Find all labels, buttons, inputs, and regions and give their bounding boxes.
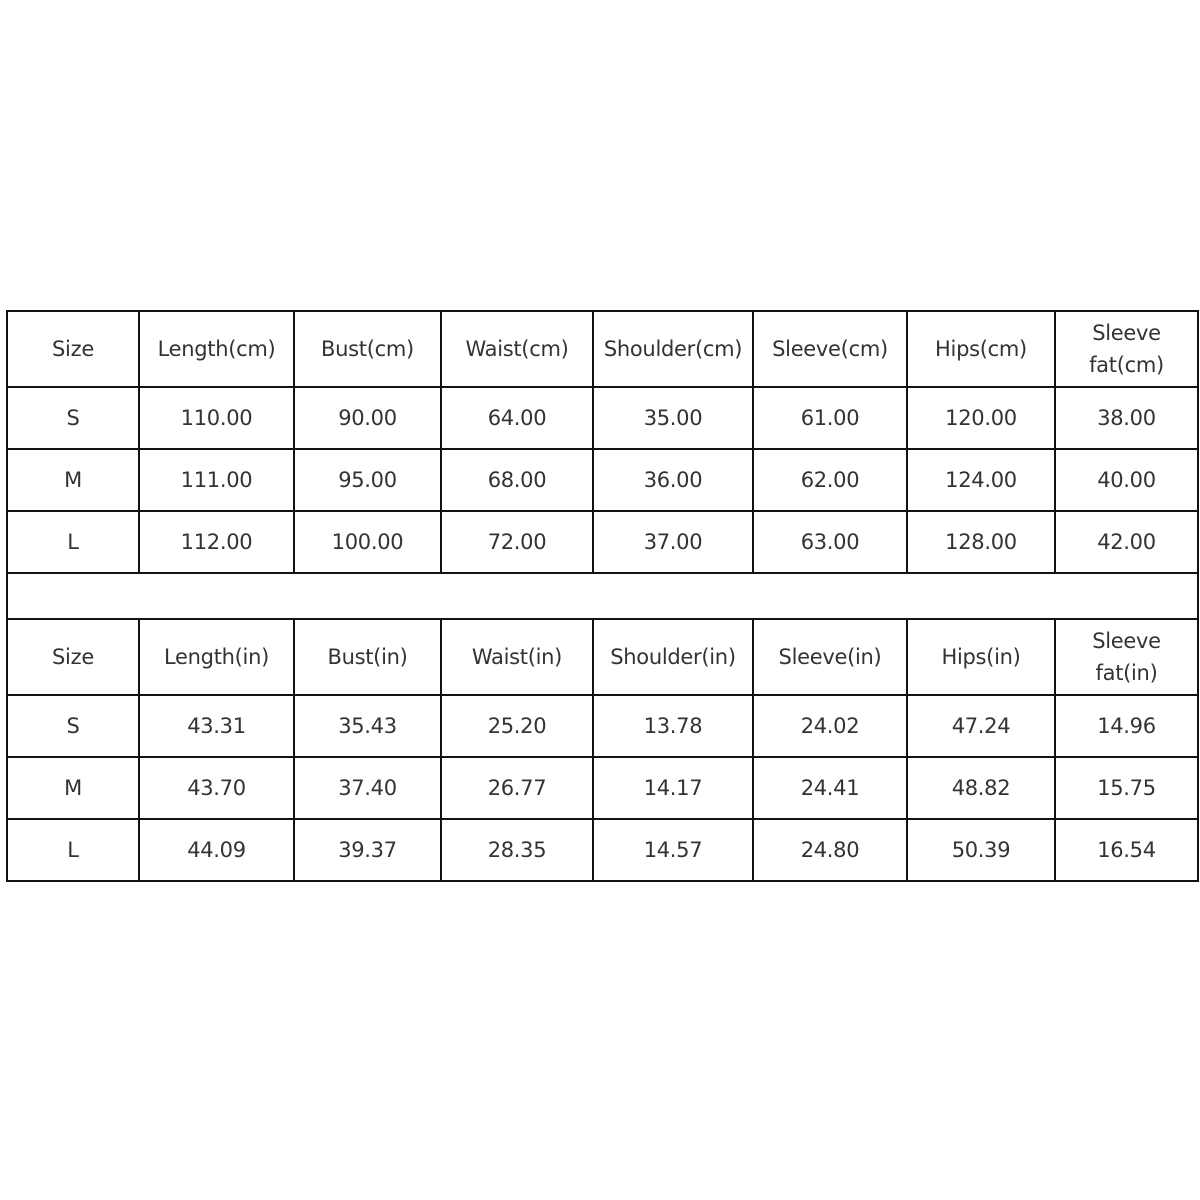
table-cell: 14.96 <box>1054 694 1199 758</box>
header-cell: Shoulder(in) <box>592 618 754 696</box>
table-cell: 35.00 <box>592 386 754 450</box>
table-cell: 128.00 <box>906 510 1056 574</box>
table-cell: 15.75 <box>1054 756 1199 820</box>
header-row: Size Length(in) Bust(in) Waist(in) Shoulder(… <box>6 618 1199 696</box>
table-row: M 43.70 37.40 26.77 14.17 24.41 48.82 15.75 <box>6 756 1199 820</box>
table-cell: 95.00 <box>293 448 442 512</box>
table-cell: 26.77 <box>440 756 594 820</box>
table-row: S 110.00 90.00 64.00 35.00 61.00 120.00 38.00 <box>6 386 1199 450</box>
table-cell: 68.00 <box>440 448 594 512</box>
table-cell: 61.00 <box>752 386 908 450</box>
header-cell: Sleeve fat(cm) <box>1054 310 1199 388</box>
table-cell: 25.20 <box>440 694 594 758</box>
table-cell: 64.00 <box>440 386 594 450</box>
table-cell: 24.02 <box>752 694 908 758</box>
header-cell: Sleeve(in) <box>752 618 908 696</box>
table-cell: 37.00 <box>592 510 754 574</box>
header-cell: Hips(in) <box>906 618 1056 696</box>
header-cell: Shoulder(cm) <box>592 310 754 388</box>
table-cell: 90.00 <box>293 386 442 450</box>
spacer-row <box>6 572 1199 620</box>
table-cell: 48.82 <box>906 756 1056 820</box>
table-cell: M <box>6 448 140 512</box>
header-cell: Sleeve(cm) <box>752 310 908 388</box>
header-cell: Sleeve fat(in) <box>1054 618 1199 696</box>
table-cell: 14.57 <box>592 818 754 882</box>
table-row: S 43.31 35.43 25.20 13.78 24.02 47.24 14.96 <box>6 694 1199 758</box>
header-cell: Size <box>6 310 140 388</box>
header-cell: Bust(cm) <box>293 310 442 388</box>
header-row: Size Length(cm) Bust(cm) Waist(cm) Shoulder(… <box>6 310 1199 388</box>
table-cell: 62.00 <box>752 448 908 512</box>
spacer-cell <box>6 572 1199 620</box>
table-cell: L <box>6 818 140 882</box>
table-cell: 120.00 <box>906 386 1056 450</box>
table-cell: 38.00 <box>1054 386 1199 450</box>
table-cell: 63.00 <box>752 510 908 574</box>
table-row: L 44.09 39.37 28.35 14.57 24.80 50.39 16.54 <box>6 818 1199 882</box>
header-cell: Hips(cm) <box>906 310 1056 388</box>
header-cell: Length(cm) <box>138 310 295 388</box>
table-cell: 16.54 <box>1054 818 1199 882</box>
table-cell: M <box>6 756 140 820</box>
table-cell: 37.40 <box>293 756 442 820</box>
table-cell: L <box>6 510 140 574</box>
table-cell: 43.31 <box>138 694 295 758</box>
header-cell: Waist(in) <box>440 618 594 696</box>
table-cell: 72.00 <box>440 510 594 574</box>
header-cell: Size <box>6 618 140 696</box>
table-cell: 100.00 <box>293 510 442 574</box>
table-cell: 28.35 <box>440 818 594 882</box>
table-cell: S <box>6 386 140 450</box>
table-cell: 43.70 <box>138 756 295 820</box>
table-row: L 112.00 100.00 72.00 37.00 63.00 128.00 42.00 <box>6 510 1199 574</box>
table-cell: 111.00 <box>138 448 295 512</box>
table-cell: 42.00 <box>1054 510 1199 574</box>
table-cell: 124.00 <box>906 448 1056 512</box>
table-cell: 24.41 <box>752 756 908 820</box>
table-cell: 40.00 <box>1054 448 1199 512</box>
table-row: M 111.00 95.00 68.00 36.00 62.00 124.00 40.00 <box>6 448 1199 512</box>
table-cell: 24.80 <box>752 818 908 882</box>
table-cell: 14.17 <box>592 756 754 820</box>
table-cell: 110.00 <box>138 386 295 450</box>
size-chart-table: Size Length(cm) Bust(cm) Waist(cm) Shoulder(… <box>6 310 1199 882</box>
table-cell: 36.00 <box>592 448 754 512</box>
table-cell: 50.39 <box>906 818 1056 882</box>
table-cell: 13.78 <box>592 694 754 758</box>
table-cell: S <box>6 694 140 758</box>
header-cell: Waist(cm) <box>440 310 594 388</box>
table-cell: 44.09 <box>138 818 295 882</box>
header-cell: Length(in) <box>138 618 295 696</box>
table-cell: 47.24 <box>906 694 1056 758</box>
table-cell: 112.00 <box>138 510 295 574</box>
table-cell: 35.43 <box>293 694 442 758</box>
table-cell: 39.37 <box>293 818 442 882</box>
header-cell: Bust(in) <box>293 618 442 696</box>
